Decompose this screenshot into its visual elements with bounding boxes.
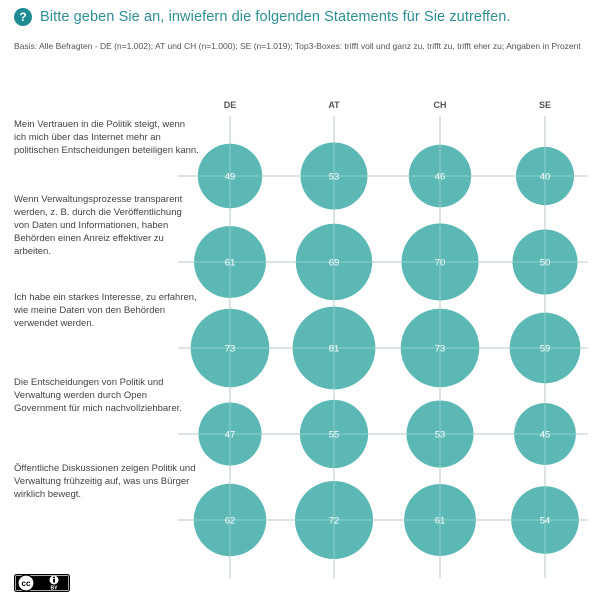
bubble-label-r2-SE: 50	[540, 258, 551, 269]
bubble-label-r5-DE: 62	[225, 516, 236, 527]
bubble-label-r1-DE: 49	[225, 172, 236, 183]
bubble-label-r4-CH: 53	[435, 430, 446, 441]
question-icon: ?	[14, 8, 32, 26]
bubble-label-r2-CH: 70	[435, 258, 446, 269]
bubble-label-r1-AT: 53	[329, 172, 340, 183]
bubble-label-r3-CH: 73	[435, 344, 446, 355]
bubble-label-r2-AT: 69	[329, 258, 340, 269]
bubble-label-r2-DE: 61	[225, 258, 236, 269]
cc-by-icon[interactable]: cc BY	[14, 574, 70, 592]
bubble-label-r5-AT: 72	[329, 516, 340, 527]
bubble-label-r5-SE: 54	[540, 516, 551, 527]
row-label-1: Mein Vertrauen in die Politik steigt, we…	[14, 119, 199, 156]
question-text: Bitte geben Sie an, inwiefern die folgen…	[40, 9, 511, 25]
bubble-label-r1-CH: 46	[435, 172, 446, 183]
bubble-label-r5-CH: 61	[435, 516, 446, 527]
bubble-label-r4-SE: 45	[540, 430, 551, 441]
column-header-CH: CH	[434, 100, 447, 110]
row-label-2: Wenn Verwaltungsprozesse transparent wer…	[14, 194, 183, 257]
question-header: ? Bitte geben Sie an, inwiefern die folg…	[14, 8, 511, 26]
bubble-label-r4-AT: 55	[329, 430, 340, 441]
column-header-AT: AT	[328, 100, 340, 110]
column-header-SE: SE	[539, 100, 551, 110]
bubble-label-r3-SE: 59	[540, 344, 551, 355]
basis-note: Basis: Alle Befragten - DE (n=1.002); AT…	[14, 41, 581, 51]
svg-text:cc: cc	[22, 579, 31, 588]
license-text: BY	[51, 586, 59, 592]
column-header-DE: DE	[224, 100, 237, 110]
row-label-4: Die Entscheidungen von Politik und Verwa…	[14, 377, 182, 414]
bubble-label-r1-SE: 40	[540, 172, 551, 183]
bubble-label-r4-DE: 47	[225, 430, 236, 441]
row-label-3: Ich habe ein starkes Interesse, zu erfah…	[14, 292, 197, 329]
row-label-5: Öffentliche Diskussionen zeigen Politik …	[14, 463, 196, 500]
bubble-label-r3-DE: 73	[225, 344, 236, 355]
bubble-label-r3-AT: 81	[329, 344, 340, 355]
